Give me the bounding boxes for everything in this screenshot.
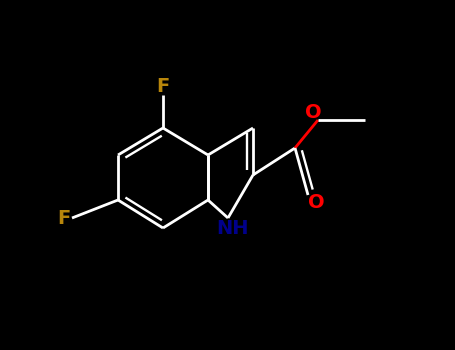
Text: O: O [305,103,321,121]
Text: F: F [157,77,170,97]
Text: F: F [57,209,71,228]
Text: NH: NH [217,218,249,238]
Text: O: O [308,194,324,212]
